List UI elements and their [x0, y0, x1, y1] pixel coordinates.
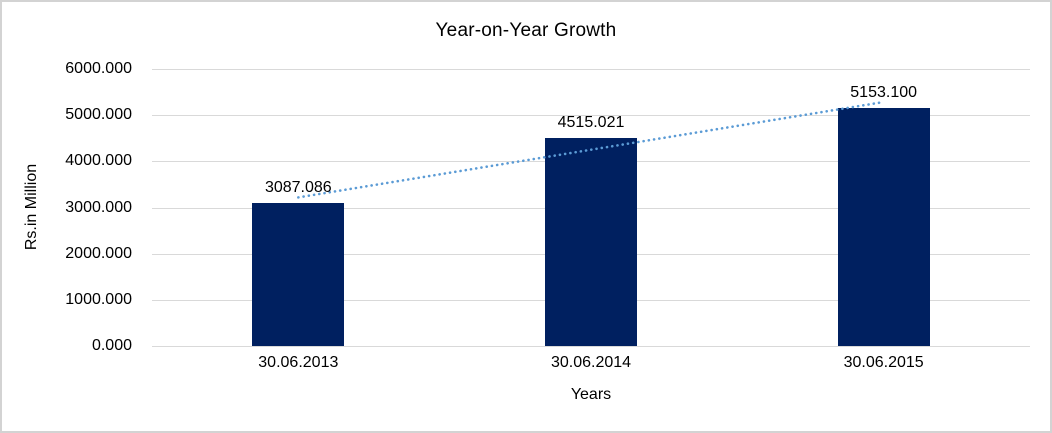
y-tick-label: 2000.000	[65, 244, 132, 262]
x-tick-label: 30.06.2013	[258, 354, 339, 371]
bar-30.06.2015	[837, 108, 930, 346]
x-axis-title: Years	[570, 386, 612, 403]
x-tick-label: 30.06.2015	[843, 354, 924, 371]
gridline	[152, 69, 1030, 70]
bar-data-label: 5153.100	[850, 84, 918, 102]
bar-data-label: 4515.021	[557, 113, 625, 131]
y-tick-label: 0.000	[91, 337, 132, 354]
y-tick-label: 1000.000	[65, 290, 132, 308]
x-tick-label: 30.06.2014	[550, 354, 632, 371]
gridline	[152, 346, 1030, 347]
y-tick-label: 5000.000	[65, 106, 132, 124]
y-tick-label: 4000.000	[65, 152, 132, 170]
y-tick-label: 3000.000	[65, 198, 132, 216]
bar-30.06.2014	[545, 137, 637, 346]
bar-data-label: 3087.086	[264, 179, 332, 197]
chart-title: Year-on-Year Growth	[435, 20, 617, 41]
bar-30.06.2013	[252, 203, 345, 346]
y-tick-label: 6000.000	[65, 60, 132, 77]
